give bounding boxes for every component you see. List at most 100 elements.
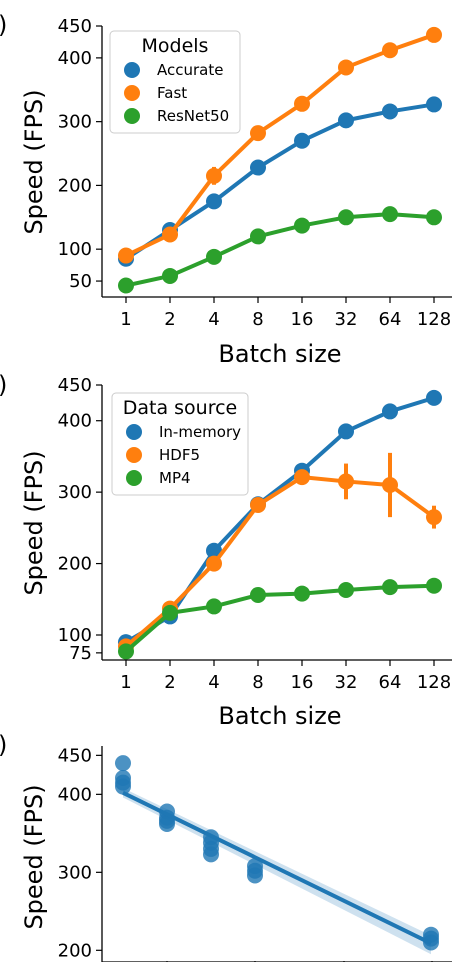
x-tick-label: 2 [164,672,175,693]
x-tick-label: 1 [120,672,131,693]
y-tick-label: 300 [58,112,92,133]
data-point-in-memory [426,389,442,406]
scatter-point [247,867,263,884]
regression-line [122,790,432,946]
y-tick-label: 200 [58,940,92,961]
data-point-accurate [426,96,442,113]
data-point-resnet50 [162,267,178,284]
data-point-resnet50 [206,248,222,265]
data-point-resnet50 [118,277,134,294]
data-point-hdf5 [338,473,354,490]
data-point-fast [426,26,442,43]
legend-label-in-memory: In-memory [159,423,241,441]
data-point-resnet50 [250,228,266,245]
data-point-mp4 [338,582,354,598]
data-point-mp4 [162,604,178,621]
data-point-mp4 [250,587,266,603]
data-point-fast [206,167,222,184]
data-point-fast [338,59,354,76]
scatter-point [115,778,131,795]
legend-marker-hdf5 [126,447,142,463]
data-point-mp4 [206,598,222,615]
data-point-mp4 [382,579,398,596]
data-point-fast [382,42,398,59]
legend-title: Data source [123,397,238,419]
x-tick-label: 1 [120,309,131,330]
x-axis-label: Batch size [218,702,341,730]
x-tick-label: 64 [379,309,402,330]
x-tick-label: 16 [291,672,314,693]
data-point-accurate [250,159,266,176]
data-point-accurate [338,112,354,129]
x-tick-label: 16 [291,309,314,330]
panel-letter-fragment: ) [0,371,7,399]
data-point-hdf5 [294,469,310,486]
legend-marker-resnet50 [124,108,140,124]
data-point-mp4 [426,577,442,594]
legend-marker-fast [124,85,140,101]
y-axis-label: Speed (FPS) [20,784,48,929]
legend-label-accurate: Accurate [157,61,223,79]
data-point-in-memory [206,542,222,559]
y-tick-label: 450 [58,745,92,766]
legend-marker-in-memory [126,424,142,440]
chart-speed-regression: ) 200 300 400 450 Speed (FPS) [0,731,452,962]
y-tick-label: 300 [58,482,92,503]
y-tick-label: 200 [58,175,92,196]
panel-letter-fragment: ) [0,11,7,39]
data-point-hdf5 [206,555,222,572]
legend-label-mp4: MP4 [159,469,191,487]
x-tick-label: 128 [417,672,451,693]
y-tick-label: 450 [58,375,92,396]
legend-label-resnet50: ResNet50 [157,107,229,125]
y-tick-label: 100 [58,239,92,260]
legend-title: Models [142,35,209,57]
scatter-point [115,755,131,772]
y-tick-label: 200 [58,554,92,575]
x-tick-label: 4 [208,672,219,693]
data-point-resnet50 [338,209,354,226]
data-point-fast [118,247,134,264]
legend-label-hdf5: HDF5 [159,446,200,464]
data-point-accurate [294,132,310,149]
legend-box [111,392,249,496]
y-tick-label: 400 [58,784,92,805]
data-point-mp4 [294,585,310,602]
data-point-resnet50 [294,217,310,234]
x-tick-label: 128 [417,309,451,330]
legend-marker-accurate [124,62,140,78]
legend-box [109,30,241,134]
x-tick-label: 2 [164,309,175,330]
x-tick-label: 32 [335,309,358,330]
x-tick-label: 4 [208,309,219,330]
data-point-mp4 [118,643,134,660]
panel-letter-fragment: ) [0,731,7,759]
x-tick-label: 64 [379,672,402,693]
legend: Data source In-memory HDF5 MP4 [111,392,249,496]
scatter-point [159,815,175,832]
data-point-fast [250,125,266,142]
y-tick-label: 400 [58,48,92,69]
y-tick-label: 400 [58,411,92,432]
legend-marker-mp4 [126,470,142,486]
x-tick-label: 8 [252,672,263,693]
x-axis-label: Batch size [218,340,341,368]
data-point-hdf5 [426,509,442,526]
legend-label-fast: Fast [157,84,187,102]
x-tick-label: 8 [252,309,263,330]
chart-speed-by-model: ) 50 100 200 300 400 450 1 2 4 8 16 32 64 128 Batch … [0,11,452,368]
y-tick-label: 100 [58,625,92,646]
y-tick-label: 50 [69,271,92,292]
data-point-fast [162,226,178,243]
legend: Models Accurate Fast ResNet50 [109,30,241,134]
y-tick-label: 300 [58,862,92,883]
y-tick-label: 450 [58,16,92,37]
data-point-accurate [206,193,222,210]
x-tick-label: 32 [335,672,358,693]
data-point-fast [294,95,310,112]
data-point-in-memory [382,403,398,420]
y-axis-label: Speed (FPS) [20,89,48,234]
y-axis-label: Speed (FPS) [20,450,48,595]
